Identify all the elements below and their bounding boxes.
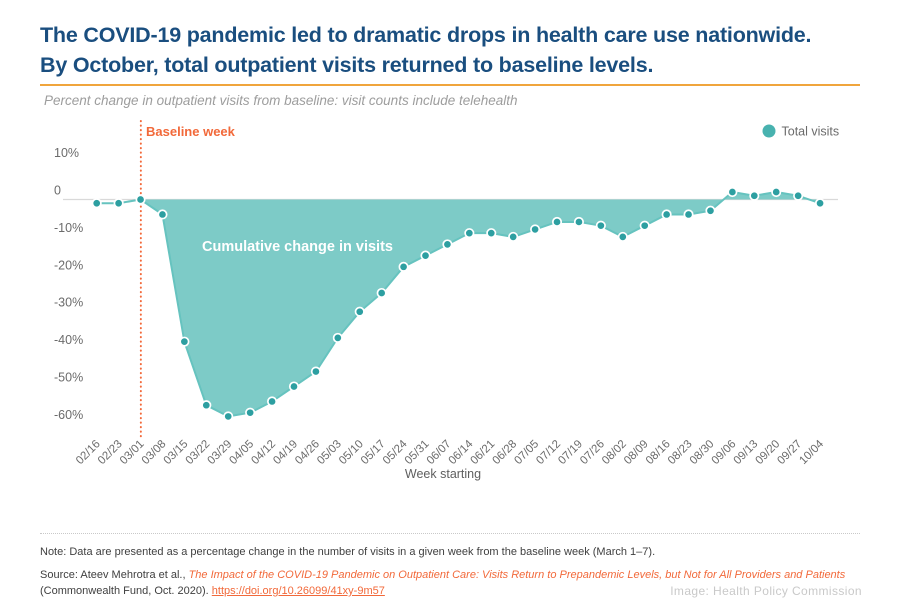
x-axis-tick-label: 08/02 bbox=[600, 438, 629, 467]
page-title: The COVID-19 pandemic led to dramatic dr… bbox=[40, 20, 872, 80]
footer-divider bbox=[40, 533, 860, 534]
data-point-07/26 bbox=[595, 220, 606, 231]
x-axis-tick-label: 02/23 bbox=[96, 438, 125, 467]
x-axis-tick-label: 08/16 bbox=[644, 438, 673, 467]
y-axis-tick-label: 0 bbox=[54, 184, 61, 198]
x-axis-tick-label: 05/10 bbox=[337, 438, 366, 467]
data-point-04/26 bbox=[310, 366, 321, 377]
page-title-line2: By October, total outpatient visits retu… bbox=[40, 53, 654, 77]
data-point-05/24 bbox=[398, 261, 409, 272]
x-axis-tick-label: 03/29 bbox=[206, 438, 235, 467]
area-annotation-label: Cumulative change in visits bbox=[202, 239, 393, 255]
page-title-line1: The COVID-19 pandemic led to dramatic dr… bbox=[40, 23, 812, 47]
data-point-08/02 bbox=[617, 231, 628, 242]
data-point-03/15 bbox=[179, 336, 190, 347]
source-publisher: (Commonwealth Fund, Oct. 2020). bbox=[40, 585, 212, 597]
x-axis-tick-label: 06/07 bbox=[425, 438, 454, 467]
x-axis-tick-label: 08/09 bbox=[622, 438, 651, 467]
y-axis-tick-label: -60% bbox=[54, 408, 83, 422]
x-axis-tick-label: 08/23 bbox=[666, 438, 695, 467]
x-axis-tick-label: 05/17 bbox=[359, 438, 388, 467]
data-point-04/19 bbox=[288, 381, 300, 392]
x-axis-tick-label: 08/30 bbox=[688, 438, 717, 467]
x-axis-tick-label: 07/12 bbox=[534, 438, 563, 467]
data-point-08/16 bbox=[661, 209, 672, 220]
x-axis-tick-label: 07/26 bbox=[578, 438, 607, 467]
data-point-07/19 bbox=[573, 216, 584, 227]
data-point-08/23 bbox=[683, 209, 694, 220]
x-axis-tick-label: 03/01 bbox=[118, 438, 147, 467]
source-line-2: (Commonwealth Fund, Oct. 2020). https://… bbox=[40, 585, 640, 597]
data-point-08/09 bbox=[639, 220, 650, 231]
x-axis-tick-label: 06/28 bbox=[490, 438, 519, 467]
x-axis-tick-label: 04/19 bbox=[271, 438, 300, 467]
source-line-1: Source: Ateev Mehrotra et al., The Impac… bbox=[40, 569, 900, 581]
data-point-08/30 bbox=[705, 205, 716, 216]
data-point-09/20 bbox=[771, 186, 782, 198]
x-axis-tick-label: 09/27 bbox=[775, 438, 804, 467]
data-point-06/28 bbox=[508, 231, 519, 242]
data-point-04/05 bbox=[245, 407, 256, 418]
data-point-06/21 bbox=[486, 228, 497, 239]
image-credit: Image: Health Policy Commission bbox=[670, 584, 862, 598]
x-axis-tick-label: 03/22 bbox=[184, 438, 213, 467]
x-axis-tick-label: 04/12 bbox=[249, 438, 278, 467]
data-point-05/31 bbox=[420, 250, 431, 261]
x-axis-tick-label: 09/20 bbox=[754, 438, 783, 467]
data-point-03/01 bbox=[135, 194, 146, 205]
source-doi-link[interactable]: https://doi.org/10.26099/41xy-9m57 bbox=[211, 585, 385, 597]
x-axis-tick-label: 10/04 bbox=[797, 438, 826, 467]
x-axis-tick-label: 04/05 bbox=[227, 438, 256, 467]
title-divider-rule bbox=[40, 84, 860, 86]
x-axis-tick-label: 07/05 bbox=[512, 438, 541, 467]
source-article-title: The Impact of the COVID-19 Pandemic on O… bbox=[188, 569, 846, 581]
x-axis-tick-label: 03/15 bbox=[162, 438, 191, 467]
source-prefix: Source: Ateev Mehrotra et al., bbox=[40, 569, 189, 581]
data-point-05/17 bbox=[376, 287, 387, 299]
baseline-week-label: Baseline week bbox=[146, 124, 236, 139]
legend-label: Total visits bbox=[782, 125, 840, 139]
y-axis-tick-label: -10% bbox=[54, 221, 83, 235]
x-axis-tick-label: 09/06 bbox=[710, 438, 739, 467]
data-point-09/06 bbox=[727, 186, 738, 198]
x-axis-tick-label: 05/03 bbox=[315, 438, 344, 467]
data-point-05/03 bbox=[332, 332, 343, 343]
x-axis-tick-label: 09/13 bbox=[732, 438, 761, 467]
chart-subtitle: Percent change in outpatient visits from… bbox=[44, 93, 518, 108]
x-axis-title: Week starting bbox=[405, 467, 481, 481]
x-axis-tick-label: 04/26 bbox=[293, 438, 322, 467]
data-point-10/04 bbox=[815, 198, 826, 209]
x-axis-tick-label: 02/16 bbox=[74, 438, 103, 467]
x-axis-tick-label: 07/19 bbox=[556, 438, 585, 467]
cumulative-area-fill bbox=[140, 192, 821, 417]
legend-dot-icon bbox=[762, 124, 776, 138]
data-point-09/27 bbox=[793, 190, 804, 201]
y-axis-tick-label: -20% bbox=[54, 258, 83, 272]
y-axis-tick-label: -50% bbox=[54, 371, 83, 385]
data-point-06/07 bbox=[442, 239, 453, 250]
y-axis-tick-label: -30% bbox=[54, 296, 83, 310]
data-point-04/12 bbox=[267, 396, 278, 407]
x-axis-tick-label: 05/31 bbox=[403, 438, 432, 467]
y-axis-tick-label: 10% bbox=[54, 146, 79, 160]
data-point-02/16 bbox=[91, 198, 102, 209]
data-point-03/22 bbox=[201, 400, 212, 411]
y-axis-tick-label: -40% bbox=[54, 333, 83, 347]
data-point-03/29 bbox=[223, 411, 234, 422]
data-point-06/14 bbox=[464, 228, 475, 239]
data-point-03/08 bbox=[157, 209, 168, 220]
x-axis-tick-label: 06/21 bbox=[469, 438, 498, 467]
total-visits-line bbox=[96, 191, 821, 418]
x-axis-tick-label: 03/08 bbox=[140, 438, 169, 467]
data-point-05/10 bbox=[354, 306, 365, 317]
data-point-02/23 bbox=[113, 198, 124, 209]
data-point-07/05 bbox=[530, 224, 541, 235]
footnote: Note: Data are presented as a percentage… bbox=[40, 546, 656, 558]
data-point-07/12 bbox=[551, 216, 563, 227]
data-point-09/13 bbox=[749, 190, 760, 201]
